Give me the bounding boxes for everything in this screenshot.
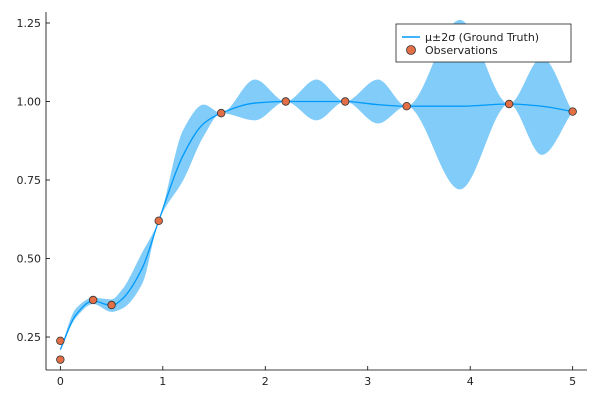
observation-point xyxy=(88,295,98,305)
legend: μ±2σ (Ground Truth) Observations xyxy=(395,23,572,63)
y-tick-label: 1.25 xyxy=(17,17,42,30)
observation-point xyxy=(568,107,577,116)
observation-point xyxy=(340,97,350,106)
axes-layer: 0 1 2 3 4 5 0.25 0.50 0.75 1.00 1.25 xyxy=(17,12,587,388)
observation-point xyxy=(107,300,116,310)
confidence-band-layer xyxy=(60,19,573,350)
mean-line-layer xyxy=(59,100,573,350)
x-tick-label: 2 xyxy=(262,375,269,388)
legend-label-observations: Observations xyxy=(425,44,498,57)
x-tick-label: 4 xyxy=(467,375,474,388)
observation-point xyxy=(281,97,290,106)
observation-point xyxy=(56,355,65,364)
mean-line xyxy=(59,100,573,350)
legend-marker-swatch xyxy=(406,45,416,55)
observation-point xyxy=(56,336,65,345)
y-tick-label: 0.50 xyxy=(17,253,42,266)
observation-point xyxy=(154,216,163,226)
x-tick-label: 1 xyxy=(159,375,166,388)
observation-point xyxy=(402,102,411,111)
observation-point xyxy=(217,108,226,118)
observation-point xyxy=(504,99,514,109)
y-tick-label: 0.75 xyxy=(17,174,42,187)
observation-points-layer xyxy=(56,97,577,364)
y-tick-label: 1.00 xyxy=(17,96,42,109)
legend-box xyxy=(395,23,572,63)
confidence-band xyxy=(60,19,573,350)
x-tick-label: 0 xyxy=(57,375,64,388)
x-tick-label: 3 xyxy=(364,375,371,388)
x-tick-label: 5 xyxy=(569,375,576,388)
legend-label-ground-truth: μ±2σ (Ground Truth) xyxy=(425,31,539,44)
y-tick-label: 0.25 xyxy=(17,331,42,344)
